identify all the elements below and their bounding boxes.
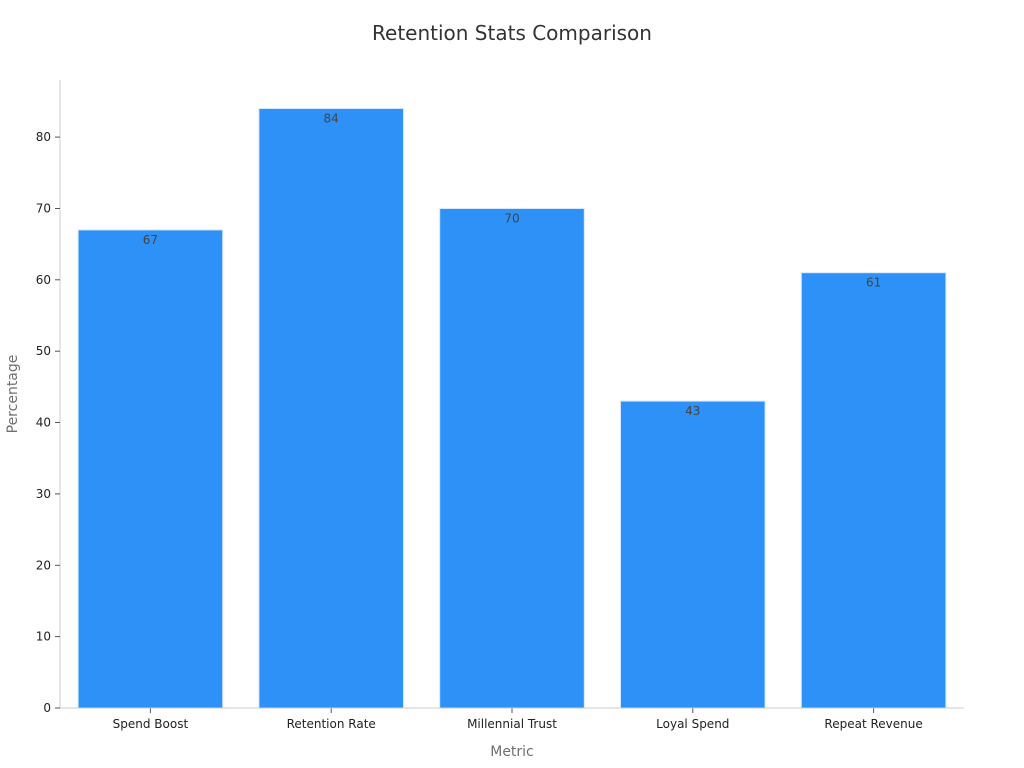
x-axis-title: Metric xyxy=(490,744,534,760)
bar xyxy=(258,108,404,709)
bars-layer xyxy=(77,108,947,709)
chart-title: Retention Stats Comparison xyxy=(372,21,652,45)
y-tick-label: 0 xyxy=(43,701,51,715)
y-tick-label: 60 xyxy=(36,273,51,287)
y-tick-label: 70 xyxy=(36,202,51,216)
data-label: 43 xyxy=(685,404,700,418)
y-tick-label: 20 xyxy=(36,558,51,572)
x-tick-label: Retention Rate xyxy=(287,717,376,731)
x-tick-label: Millennial Trust xyxy=(467,717,557,731)
bar xyxy=(800,272,947,709)
y-tick-label: 10 xyxy=(36,630,51,644)
y-tick-label: 50 xyxy=(36,344,51,358)
axes-layer xyxy=(55,80,964,713)
bar xyxy=(439,208,585,709)
data-label: 70 xyxy=(504,212,519,226)
bar xyxy=(77,229,224,709)
y-tick-label: 30 xyxy=(36,487,51,501)
data-label: 67 xyxy=(143,233,158,247)
data-label: 84 xyxy=(324,112,339,126)
x-tick-label: Loyal Spend xyxy=(656,717,729,731)
y-tick-label: 40 xyxy=(36,416,51,430)
x-tick-label: Spend Boost xyxy=(113,717,189,731)
labels-layer: 67 Spend Boost 84 Retention Rate 70 Millennia… xyxy=(36,112,923,732)
bar xyxy=(620,400,766,709)
y-tick-label: 80 xyxy=(36,130,51,144)
data-label: 61 xyxy=(866,276,881,290)
x-tick-label: Repeat Revenue xyxy=(824,717,922,731)
y-axis-title: Percentage xyxy=(5,355,21,434)
